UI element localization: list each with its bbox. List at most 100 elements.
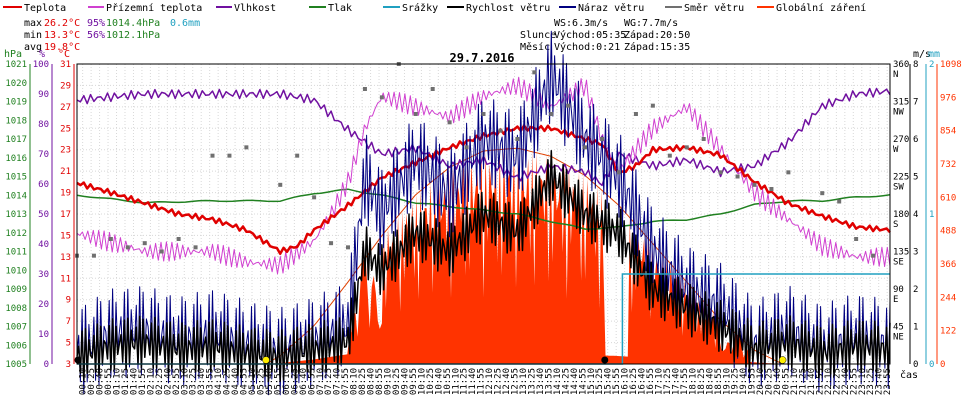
ms-tick-label: 2 — [913, 285, 918, 295]
x-tick-label: 12:40 — [502, 368, 512, 395]
temp-tick-label: 5 — [66, 339, 71, 349]
wind-wg: WG:7.7m/s — [624, 18, 678, 29]
wind-direction-point — [515, 137, 520, 141]
legend-label-naraz: Náraz větru — [578, 2, 644, 14]
wm2-tick-label: 488 — [940, 227, 956, 237]
x-tick-label: 07:40 — [333, 368, 343, 395]
plot-frame — [76, 63, 891, 365]
wm2-tick-label: 366 — [940, 260, 956, 270]
wm2-tick-label: 976 — [940, 93, 956, 103]
wind-direction-point — [871, 253, 876, 258]
sunrise-marker — [262, 356, 270, 364]
sun-label: Slunce — [520, 30, 556, 41]
x-tick-label: 00:40 — [96, 368, 106, 395]
stat-max-press: 1014.4hPa — [106, 18, 160, 29]
x-tick-label: 18:10 — [688, 368, 698, 395]
x-tick-label: 09:25 — [392, 368, 402, 395]
x-tick-label: 14:55 — [578, 368, 588, 395]
x-tick-label: 15:25 — [595, 368, 605, 395]
wind-direction-point — [91, 253, 96, 258]
x-tick-label: 17:55 — [680, 368, 690, 395]
x-tick-label: 20:55 — [782, 368, 792, 395]
x-tick-label: 23:10 — [858, 368, 868, 395]
temp-tick-label: 9 — [66, 296, 71, 306]
pct-tick-label: 10 — [38, 330, 49, 340]
stat-min-temp: 13.3°C — [44, 30, 80, 41]
wind-direction-point — [159, 249, 164, 254]
hpa-tick-label: 1020 — [5, 79, 27, 89]
wind-direction-point — [278, 182, 283, 187]
x-tick-label: 02:40 — [163, 368, 173, 395]
pct-tick-label: 30 — [38, 270, 49, 280]
x-tick-label: 15:10 — [587, 368, 597, 395]
stat-max-hum: 95% — [87, 18, 105, 29]
x-tick-label: 02:10 — [146, 368, 156, 395]
x-tick-label: 03:25 — [189, 368, 199, 395]
x-tick-label: 00:10 — [79, 368, 89, 395]
wind-direction-point — [498, 128, 503, 133]
wind-direction-point — [227, 153, 232, 158]
pct-tick-label: 100 — [33, 60, 49, 70]
pct-tick-label: 0 — [44, 360, 49, 370]
ms-tick-label: 1 — [913, 323, 918, 333]
axis-units: hPa % °C m/s mm čas — [4, 49, 940, 381]
hpa-tick-label: 1006 — [5, 341, 27, 351]
pct-tick-label: 20 — [38, 300, 49, 310]
wind-direction-point — [820, 191, 825, 196]
x-tick-label: 13:40 — [536, 368, 546, 395]
hpa-tick-label: 1017 — [5, 135, 27, 145]
x-tick-label: 22:10 — [824, 368, 834, 395]
wind-direction-point — [108, 237, 113, 241]
wind-direction-point — [430, 87, 435, 91]
wind-direction-point — [210, 153, 215, 158]
dir-tick-label: SW — [893, 183, 904, 193]
hpa-tick-label: 1010 — [5, 266, 27, 276]
dir-tick-label: 135 — [893, 248, 909, 258]
x-tick-label: 14:40 — [570, 368, 580, 395]
x-tick-label: 19:55 — [748, 368, 758, 395]
wind-direction-point — [176, 237, 181, 241]
series-line-teplota — [76, 124, 891, 256]
pct-tick-label: 50 — [38, 210, 49, 220]
x-tick-label: 10:10 — [417, 368, 427, 395]
x-tick-label: 01:25 — [121, 368, 131, 395]
wind-direction-point — [312, 195, 317, 200]
x-tick-label: 16:55 — [646, 368, 656, 395]
hpa-tick-label: 1018 — [5, 116, 27, 126]
x-tick-label: 17:40 — [671, 368, 681, 395]
x-tick-label: 14:10 — [553, 368, 563, 395]
astro-block: WS:6.3m/s WG:7.7m/s Slunce Východ:05:35 … — [520, 18, 690, 53]
wind-direction-point — [193, 245, 198, 250]
x-tick-label: 16:10 — [621, 368, 631, 395]
dir-tick-label: N — [893, 70, 898, 80]
x-tick-label: 07:25 — [324, 368, 334, 395]
ms-tick-label: 3 — [913, 248, 918, 258]
x-tick-label: 11:55 — [477, 368, 487, 395]
wind-direction-point — [125, 245, 130, 250]
wind-direction-point — [329, 241, 334, 246]
x-tick-label: 19:10 — [722, 368, 732, 395]
wind-direction-point — [752, 182, 757, 187]
x-tick-label: 14:25 — [561, 368, 571, 395]
x-tick-label: 06:40 — [299, 368, 309, 395]
series-smer-vetru — [75, 62, 876, 258]
wind-direction-point — [244, 145, 249, 150]
x-tick-label: 16:25 — [629, 368, 639, 395]
x-tick-label: 23:55 — [883, 368, 893, 395]
stat-max-temp: 26.2°C — [44, 18, 80, 29]
dir-tick-label: NW — [893, 108, 904, 118]
x-tick-label: 00:55 — [104, 368, 114, 395]
dir-tick-label: 360 — [893, 60, 909, 70]
mm-tick-label: 0 — [929, 360, 934, 370]
stat-min-press: 1012.1hPa — [106, 30, 160, 41]
x-tick-label: 18:55 — [714, 368, 724, 395]
wind-direction-point — [362, 87, 367, 91]
x-tick-label: 05:10 — [248, 368, 258, 395]
legend-label-srazky: Srážky — [402, 2, 438, 14]
hpa-tick-label: 1007 — [5, 323, 27, 333]
x-tick-label: 08:10 — [350, 368, 360, 395]
dir-tick-label: 225 — [893, 173, 909, 183]
ms-tick-label: 5 — [913, 173, 918, 183]
wind-ws: WS:6.3m/s — [554, 18, 608, 29]
hpa-tick-label: 1014 — [5, 191, 27, 201]
